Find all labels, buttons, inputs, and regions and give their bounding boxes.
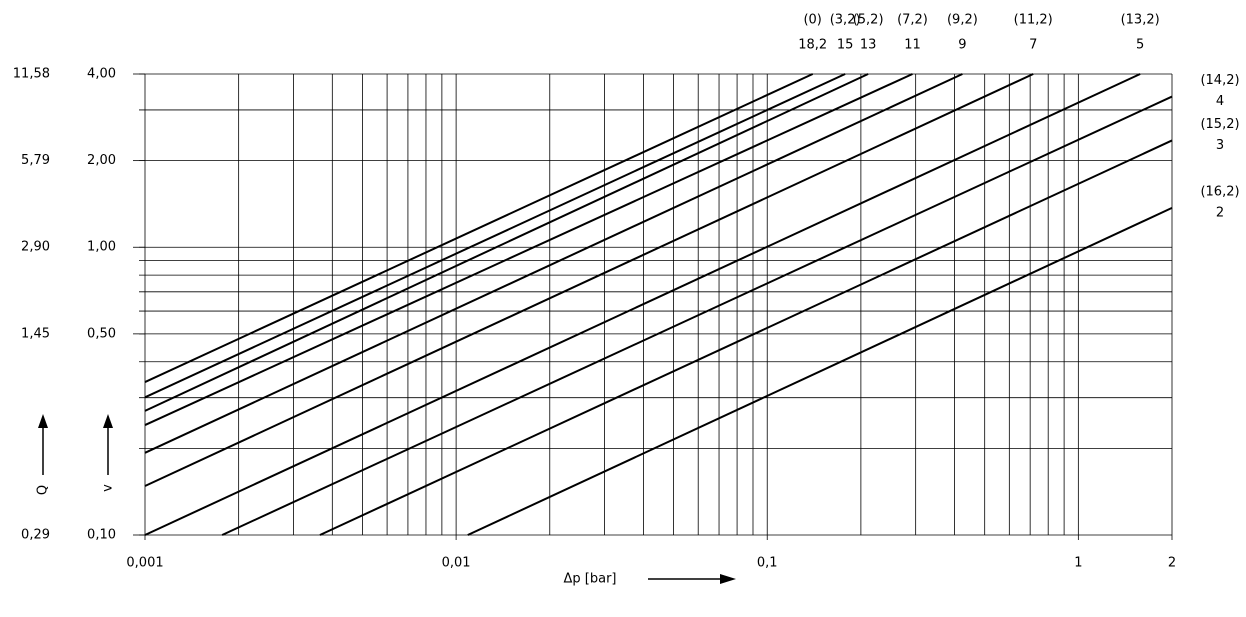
series-name: 18,2 — [798, 38, 827, 53]
series-name: 3 — [1216, 138, 1224, 153]
series-code: (13,2) — [1121, 13, 1160, 28]
series-code: (16,2) — [1200, 184, 1239, 199]
y2-tick-label: 1,45 — [21, 326, 50, 341]
y-tick-label: 1,00 — [87, 240, 116, 255]
x-tick-label: 1 — [1074, 556, 1082, 571]
x-axis-label: Δp [bar] — [564, 572, 617, 587]
series-line — [144, 73, 1141, 536]
series-line — [144, 73, 913, 426]
series-line — [221, 95, 1173, 536]
series-line — [144, 73, 846, 399]
series-name: 15 — [837, 38, 854, 53]
y-axis-label: v — [101, 484, 116, 492]
series-code: (9,2) — [947, 13, 978, 28]
series-name: 4 — [1216, 94, 1224, 109]
series-name: 5 — [1136, 38, 1144, 53]
series-code: (15,2) — [1200, 117, 1239, 132]
series-code: (14,2) — [1200, 73, 1239, 88]
y2-tick-label: 11,58 — [13, 67, 50, 82]
v-arrow-head — [103, 414, 113, 428]
x-tick-label: 0,001 — [126, 556, 163, 571]
series-name: 2 — [1216, 205, 1224, 220]
y2-tick-label: 5,79 — [21, 153, 50, 168]
series-name: 9 — [958, 38, 966, 53]
series-line — [144, 73, 869, 412]
series-code: (11,2) — [1014, 13, 1053, 28]
x-tick-label: 2 — [1168, 556, 1176, 571]
series-name: 11 — [904, 38, 921, 53]
y-tick-label: 4,00 — [87, 67, 116, 82]
y-tick-label: 0,50 — [87, 326, 116, 341]
series-line — [144, 73, 963, 454]
y-tick-label: 0,10 — [87, 528, 116, 543]
x-arrow-head — [720, 574, 736, 584]
series-name: 13 — [860, 38, 877, 53]
series-code: (3,2) — [830, 13, 861, 28]
series-line — [319, 139, 1173, 536]
series-line — [144, 73, 1034, 487]
y2-axis-label: Q — [36, 485, 51, 495]
series-code: (0) — [803, 13, 821, 28]
series-line — [467, 206, 1173, 536]
series-code: (5,2) — [853, 13, 884, 28]
series-code: (7,2) — [897, 13, 928, 28]
q-arrow-head — [38, 414, 48, 428]
y2-tick-label: 0,29 — [21, 528, 50, 543]
x-tick-label: 0,01 — [442, 556, 471, 571]
y2-tick-label: 2,90 — [21, 240, 50, 255]
x-tick-label: 0,1 — [757, 556, 778, 571]
y-tick-label: 2,00 — [87, 153, 116, 168]
series-name: 7 — [1029, 38, 1037, 53]
series-line — [144, 73, 814, 383]
